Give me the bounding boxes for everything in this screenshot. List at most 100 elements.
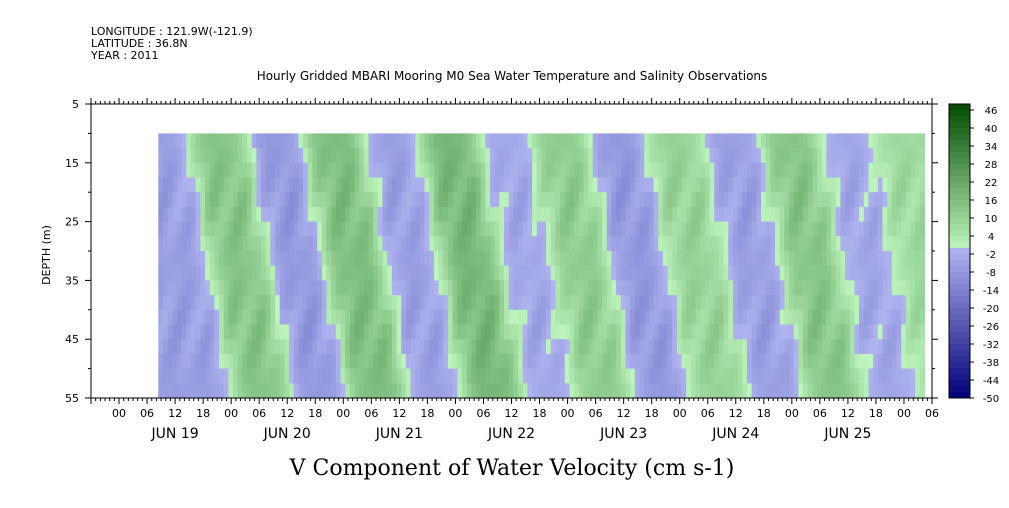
heatmap-cell [770, 192, 776, 208]
heatmap-cell [756, 383, 762, 399]
x-hour-label: 06 [364, 407, 378, 420]
heatmap-cell [676, 177, 683, 193]
heatmap-cell [228, 368, 234, 384]
heatmap-cell [709, 339, 715, 355]
heatmap-cell [312, 148, 318, 164]
heatmap-cell [532, 236, 538, 252]
heatmap-cell [854, 383, 860, 399]
heatmap-cell [761, 368, 767, 384]
heatmap-cell [167, 309, 173, 326]
heatmap-cell [214, 339, 220, 355]
heatmap-cell [326, 221, 332, 237]
heatmap-cell [831, 265, 837, 281]
heatmap-cell [756, 353, 762, 370]
heatmap-cell [284, 280, 290, 296]
heatmap-cell [485, 280, 491, 296]
heatmap-cell [546, 324, 552, 340]
heatmap-cell [190, 280, 197, 296]
heatmap-cell [546, 368, 552, 384]
heatmap-cell [181, 133, 187, 149]
heatmap-cell [583, 236, 589, 252]
heatmap-cell [363, 177, 370, 193]
heatmap-cell [256, 162, 262, 179]
heatmap-cell [335, 177, 342, 193]
heatmap-cell [807, 383, 813, 399]
heatmap-cell [905, 353, 912, 370]
heatmap-cell [611, 265, 617, 281]
heatmap-cell [546, 295, 552, 311]
heatmap-cell [223, 133, 229, 149]
heatmap-cell [817, 368, 823, 384]
x-hour-label: 12 [168, 407, 182, 420]
heatmap-cell [709, 368, 715, 384]
heatmap-cell [377, 236, 384, 252]
heatmap-cell [228, 221, 234, 237]
heatmap-cell [639, 309, 645, 326]
heatmap-cell [518, 265, 524, 281]
heatmap-cell [471, 162, 477, 179]
heatmap-cell [480, 133, 486, 149]
x-hour-label: 00 [785, 407, 799, 420]
heatmap-cell [560, 236, 566, 252]
heatmap-cell [737, 309, 743, 326]
heatmap-cell [882, 368, 888, 384]
heatmap-cell [625, 148, 631, 164]
heatmap-cell [457, 368, 463, 384]
heatmap-cell [391, 280, 398, 296]
heatmap-cell [471, 324, 477, 340]
heatmap-cell [205, 339, 211, 355]
heatmap-cell [672, 353, 678, 370]
colorbar-band [949, 200, 970, 207]
heatmap-cell [499, 236, 505, 252]
heatmap-cell [746, 383, 753, 399]
heatmap-cell [396, 368, 402, 384]
heatmap-cell [718, 148, 725, 164]
heatmap-cell [611, 280, 617, 296]
heatmap-cell [331, 251, 337, 267]
x-hour-label: 06 [589, 407, 603, 420]
heatmap-cell [709, 133, 715, 149]
heatmap-cell [200, 353, 206, 370]
heatmap-cell [803, 368, 809, 384]
heatmap-cell [181, 383, 187, 399]
colorbar-band [949, 194, 970, 201]
heatmap-cell [765, 206, 771, 223]
heatmap-cell [410, 148, 416, 164]
heatmap-cell [630, 309, 636, 326]
heatmap-cell [326, 280, 332, 296]
heatmap-cell [616, 295, 622, 311]
heatmap-cell [630, 148, 636, 164]
heatmap-cell [662, 162, 669, 179]
heatmap-cell [700, 280, 706, 296]
heatmap-cell [709, 324, 715, 340]
colorbar-label: -38 [983, 358, 999, 369]
heatmap-cell [868, 309, 874, 326]
heatmap-cell [709, 221, 715, 237]
heatmap-cell [172, 148, 178, 164]
heatmap-cell [354, 368, 360, 384]
heatmap-cell [625, 265, 631, 281]
heatmap-cell [606, 236, 613, 252]
heatmap-cell [746, 309, 753, 326]
heatmap-cell [405, 280, 412, 296]
heatmap-cell [639, 148, 645, 164]
heatmap-cell [345, 309, 351, 326]
heatmap-cell [793, 236, 799, 252]
heatmap-cell [209, 265, 215, 281]
heatmap-cell [265, 192, 272, 208]
heatmap-cell [485, 353, 491, 370]
heatmap-cell [190, 339, 197, 355]
heatmap-cell [494, 265, 500, 281]
heatmap-cell [672, 148, 678, 164]
heatmap-cell [569, 383, 575, 399]
colorbar-band [949, 224, 970, 231]
heatmap-cell [887, 339, 893, 355]
heatmap-cell [761, 280, 767, 296]
heatmap-cell [653, 265, 659, 281]
heatmap-cell [807, 280, 813, 296]
heatmap-cell [644, 295, 650, 311]
heatmap-cell [868, 353, 874, 370]
heatmap-cell [405, 339, 412, 355]
colorbar-band [949, 176, 970, 183]
colorbar-band [949, 332, 970, 339]
